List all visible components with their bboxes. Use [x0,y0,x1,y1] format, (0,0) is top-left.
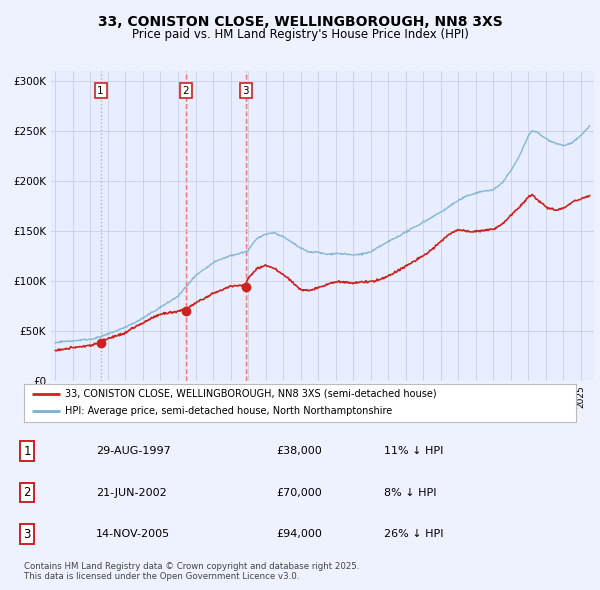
Text: 33, CONISTON CLOSE, WELLINGBOROUGH, NN8 3XS: 33, CONISTON CLOSE, WELLINGBOROUGH, NN8 … [98,15,502,29]
Text: Contains HM Land Registry data © Crown copyright and database right 2025.
This d: Contains HM Land Registry data © Crown c… [24,562,359,581]
Text: 26% ↓ HPI: 26% ↓ HPI [384,529,443,539]
Text: 1: 1 [97,86,104,96]
Text: £94,000: £94,000 [276,529,322,539]
Text: 29-AUG-1997: 29-AUG-1997 [96,446,171,456]
Text: £38,000: £38,000 [276,446,322,456]
Text: £70,000: £70,000 [276,488,322,497]
Text: 1: 1 [23,445,31,458]
Text: 14-NOV-2005: 14-NOV-2005 [96,529,170,539]
Text: 2: 2 [23,486,31,499]
Text: 3: 3 [242,86,249,96]
Text: HPI: Average price, semi-detached house, North Northamptonshire: HPI: Average price, semi-detached house,… [65,407,392,417]
Text: 2: 2 [183,86,190,96]
Text: 11% ↓ HPI: 11% ↓ HPI [384,446,443,456]
Text: 3: 3 [23,527,31,540]
Text: 8% ↓ HPI: 8% ↓ HPI [384,488,437,497]
Text: 21-JUN-2002: 21-JUN-2002 [96,488,167,497]
Text: Price paid vs. HM Land Registry's House Price Index (HPI): Price paid vs. HM Land Registry's House … [131,28,469,41]
Text: 33, CONISTON CLOSE, WELLINGBOROUGH, NN8 3XS (semi-detached house): 33, CONISTON CLOSE, WELLINGBOROUGH, NN8 … [65,389,437,399]
